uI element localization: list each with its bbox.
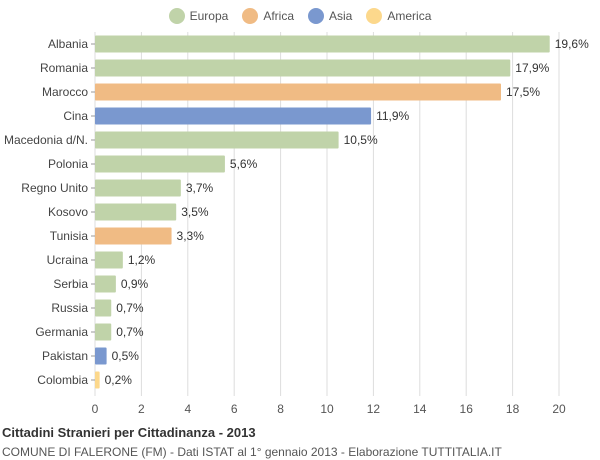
x-tick-label: 4 bbox=[184, 402, 191, 416]
chart-subtitle: COMUNE DI FALERONE (FM) - Dati ISTAT al … bbox=[2, 445, 502, 459]
bar-cina bbox=[95, 107, 372, 125]
category-label: Tunisia bbox=[50, 229, 89, 243]
x-tick-label: 0 bbox=[92, 402, 99, 416]
value-label: 0,9% bbox=[121, 277, 149, 291]
legend-swatch-europa bbox=[168, 8, 185, 24]
legend-swatch-america bbox=[366, 8, 383, 24]
legend-label-africa: Africa bbox=[263, 9, 295, 23]
value-label: 3,3% bbox=[177, 229, 205, 243]
x-tick-label: 14 bbox=[413, 402, 427, 416]
value-label: 10,5% bbox=[344, 133, 378, 147]
legend-label-europa: Europa bbox=[189, 9, 229, 23]
category-label: Cina bbox=[63, 109, 88, 123]
bar-pakistan bbox=[95, 347, 107, 365]
category-label: Russia bbox=[51, 301, 88, 315]
bar-romania bbox=[95, 59, 511, 77]
x-tick-label: 8 bbox=[277, 402, 284, 416]
value-label: 0,2% bbox=[105, 373, 133, 387]
x-tick-label: 16 bbox=[460, 402, 474, 416]
category-label: Colombia bbox=[37, 373, 88, 387]
bar-russia bbox=[95, 299, 112, 317]
value-label: 0,7% bbox=[116, 301, 144, 315]
category-label: Ucraina bbox=[47, 253, 89, 267]
bar-ucraina bbox=[95, 251, 123, 269]
chart-legend: Europa Africa Asia America bbox=[0, 6, 600, 26]
x-tick-label: 18 bbox=[506, 402, 520, 416]
value-label: 19,6% bbox=[555, 37, 589, 51]
legend-swatch-africa bbox=[242, 8, 259, 24]
bar-marocco bbox=[95, 83, 501, 101]
category-label: Marocco bbox=[42, 85, 88, 99]
legend-label-america: America bbox=[387, 9, 432, 23]
legend-item-america: America bbox=[366, 8, 431, 24]
value-label: 0,5% bbox=[112, 349, 140, 363]
legend-label-asia: Asia bbox=[329, 9, 353, 23]
legend-swatch-asia bbox=[308, 8, 325, 24]
value-label: 5,6% bbox=[230, 157, 258, 171]
category-label: Serbia bbox=[53, 277, 88, 291]
bar-polonia bbox=[95, 155, 225, 173]
value-label: 1,2% bbox=[128, 253, 156, 267]
chart-title: Cittadini Stranieri per Cittadinanza - 2… bbox=[2, 425, 256, 440]
x-tick-label: 20 bbox=[552, 402, 566, 416]
bar-colombia bbox=[95, 371, 100, 389]
bar-macedonia-d-n bbox=[95, 131, 339, 149]
category-label: Pakistan bbox=[42, 349, 88, 363]
x-tick-label: 12 bbox=[367, 402, 381, 416]
x-tick-label: 6 bbox=[231, 402, 238, 416]
legend-item-asia: Asia bbox=[308, 8, 352, 24]
category-label: Kosovo bbox=[48, 205, 88, 219]
category-label: Germania bbox=[35, 325, 88, 339]
category-label: Polonia bbox=[48, 157, 88, 171]
legend-item-europa: Europa bbox=[168, 8, 229, 24]
value-label: 17,5% bbox=[506, 85, 540, 99]
bar-tunisia bbox=[95, 227, 172, 245]
bar-germania bbox=[95, 323, 112, 341]
category-label: Macedonia d/N. bbox=[4, 133, 88, 147]
bar-kosovo bbox=[95, 203, 177, 221]
value-label: 3,7% bbox=[186, 181, 214, 195]
value-label: 3,5% bbox=[181, 205, 209, 219]
bar-serbia bbox=[95, 275, 116, 293]
bar-chart: 0 2 4 6 8 10 12 14 16 18 20 Albania 19,6% Romania 17,9… bbox=[4, 32, 589, 416]
value-label: 11,9% bbox=[376, 109, 409, 123]
category-label: Romania bbox=[40, 61, 88, 75]
x-tick-label: 2 bbox=[138, 402, 145, 416]
bar-albania bbox=[95, 35, 550, 53]
bar-regno-unito bbox=[95, 179, 181, 197]
legend-item-africa: Africa bbox=[242, 8, 294, 24]
category-label: Regno Unito bbox=[21, 181, 88, 195]
category-label: Albania bbox=[48, 37, 88, 51]
value-label: 0,7% bbox=[116, 325, 144, 339]
x-tick-label: 10 bbox=[320, 402, 334, 416]
value-label: 17,9% bbox=[515, 61, 549, 75]
